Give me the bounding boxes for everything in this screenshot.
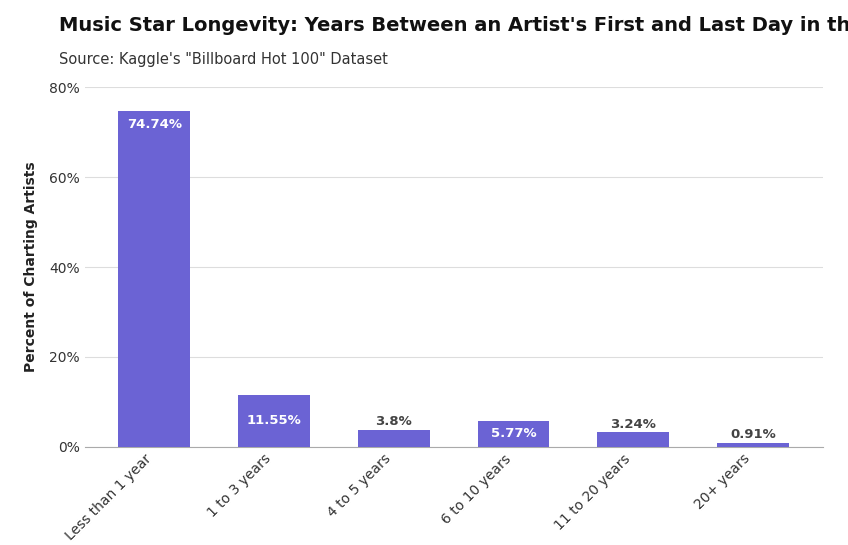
Bar xyxy=(477,421,550,447)
Text: 0.91%: 0.91% xyxy=(730,428,776,441)
Bar xyxy=(119,111,190,447)
Text: 3.24%: 3.24% xyxy=(611,418,656,431)
Text: 74.74%: 74.74% xyxy=(126,118,181,131)
Text: 5.77%: 5.77% xyxy=(491,427,537,440)
Bar xyxy=(717,443,789,447)
Y-axis label: Percent of Charting Artists: Percent of Charting Artists xyxy=(24,162,38,372)
Bar xyxy=(358,430,430,447)
Text: Music Star Longevity: Years Between an Artist's First and Last Day in the Billbo: Music Star Longevity: Years Between an A… xyxy=(59,16,848,35)
Text: 11.55%: 11.55% xyxy=(247,414,301,427)
Bar xyxy=(597,432,669,447)
Text: Source: Kaggle's "Billboard Hot 100" Dataset: Source: Kaggle's "Billboard Hot 100" Dat… xyxy=(59,52,388,67)
Bar xyxy=(238,395,310,447)
Text: 3.8%: 3.8% xyxy=(376,415,412,428)
